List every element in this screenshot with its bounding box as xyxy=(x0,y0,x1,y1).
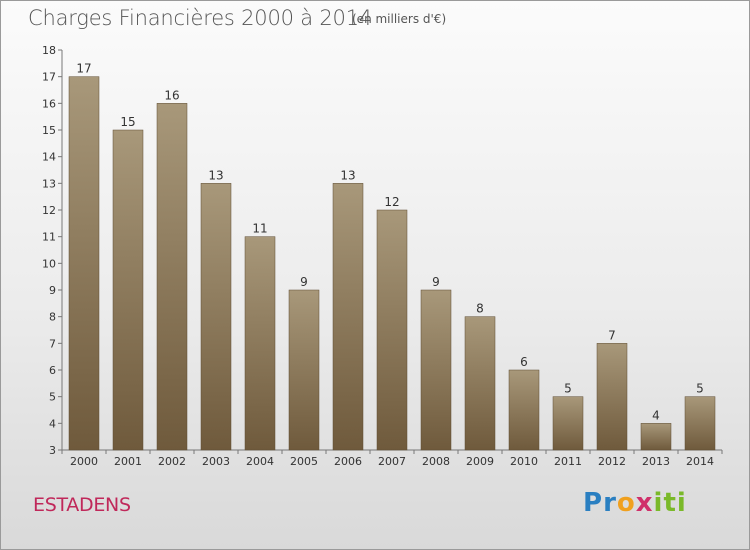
logo-letter: t xyxy=(663,488,677,518)
bar xyxy=(156,103,188,451)
x-tick-label: 2006 xyxy=(334,455,362,468)
data-label: 8 xyxy=(476,302,484,316)
x-tick-label: 2005 xyxy=(290,455,318,468)
x-tick-label: 2007 xyxy=(378,455,406,468)
x-tick-label: 2013 xyxy=(642,455,670,468)
y-tick-label: 16 xyxy=(42,97,56,110)
data-label: 13 xyxy=(208,168,223,182)
data-label: 5 xyxy=(564,382,572,396)
bar xyxy=(332,183,364,451)
commune-name: ESTADENS xyxy=(33,494,131,516)
y-tick-label: 9 xyxy=(49,284,56,297)
data-label: 12 xyxy=(384,195,399,209)
data-labels: 17 15 16 13 11 9 13 12 9 8 6 5 7 4 5 xyxy=(76,62,703,423)
bar xyxy=(68,76,100,451)
logo-letter: o xyxy=(616,488,636,518)
x-tick-label: 2002 xyxy=(158,455,186,468)
x-axis: 2000 2001 2002 2003 2004 2005 2006 2007 2008 2009… xyxy=(61,449,723,468)
y-tick-label: 4 xyxy=(49,417,56,430)
data-label: 15 xyxy=(120,115,135,129)
y-tick-label: 10 xyxy=(42,257,56,270)
y-axis: 3 4 5 6 7 8 9 10 11 12 13 14 15 16 17 18 xyxy=(42,44,63,457)
data-label: 9 xyxy=(300,275,308,289)
y-tick-label: 11 xyxy=(42,231,56,244)
data-label: 17 xyxy=(76,62,91,76)
y-tick-label: 12 xyxy=(42,204,56,217)
y-tick-label: 3 xyxy=(49,444,56,457)
bar xyxy=(640,423,672,451)
data-label: 6 xyxy=(520,355,528,369)
y-tick-label: 5 xyxy=(49,391,56,404)
bar xyxy=(112,129,144,451)
bar xyxy=(552,396,584,451)
bar xyxy=(684,396,716,451)
y-tick-label: 17 xyxy=(42,71,56,84)
x-tick-label: 2011 xyxy=(554,455,582,468)
bar xyxy=(200,183,232,451)
bars xyxy=(68,76,716,451)
x-tick-label: 2003 xyxy=(202,455,230,468)
x-tick-label: 2000 xyxy=(70,455,98,468)
y-tick-label: 15 xyxy=(42,124,56,137)
data-label: 11 xyxy=(252,222,267,236)
chart-title: Charges Financières 2000 à 2014 xyxy=(28,6,373,30)
x-tick-label: 2009 xyxy=(466,455,494,468)
bar xyxy=(508,369,540,451)
logo-letter: i xyxy=(653,488,664,518)
logo-letter: x xyxy=(635,488,654,518)
bar xyxy=(596,343,628,451)
x-tick-label: 2012 xyxy=(598,455,626,468)
y-tick-label: 18 xyxy=(42,44,56,57)
y-tick-label: 6 xyxy=(49,364,56,377)
data-label: 13 xyxy=(340,168,355,182)
y-tick-label: 7 xyxy=(49,337,56,350)
bar xyxy=(420,289,452,451)
y-tick-label: 8 xyxy=(49,311,56,324)
data-label: 4 xyxy=(652,408,660,422)
y-tick-label: 13 xyxy=(42,177,56,190)
logo-letter: P xyxy=(583,488,604,518)
bar xyxy=(288,289,320,451)
bar xyxy=(376,209,408,451)
x-tick-label: 2004 xyxy=(246,455,274,468)
proxiti-logo[interactable]: Proxiti xyxy=(583,488,687,518)
x-tick-label: 2001 xyxy=(114,455,142,468)
chart-unit-note: (en milliers d'€) xyxy=(352,12,447,26)
data-label: 16 xyxy=(164,88,179,102)
data-label: 7 xyxy=(608,328,616,342)
bar xyxy=(244,236,276,451)
bar xyxy=(464,316,496,451)
logo-letter: r xyxy=(603,488,617,518)
data-label: 5 xyxy=(696,382,704,396)
y-tick-label: 14 xyxy=(42,151,56,164)
x-tick-label: 2014 xyxy=(686,455,714,468)
data-label: 9 xyxy=(432,275,440,289)
logo-letter: i xyxy=(676,488,687,518)
x-tick-label: 2008 xyxy=(422,455,450,468)
x-tick-label: 2010 xyxy=(510,455,538,468)
